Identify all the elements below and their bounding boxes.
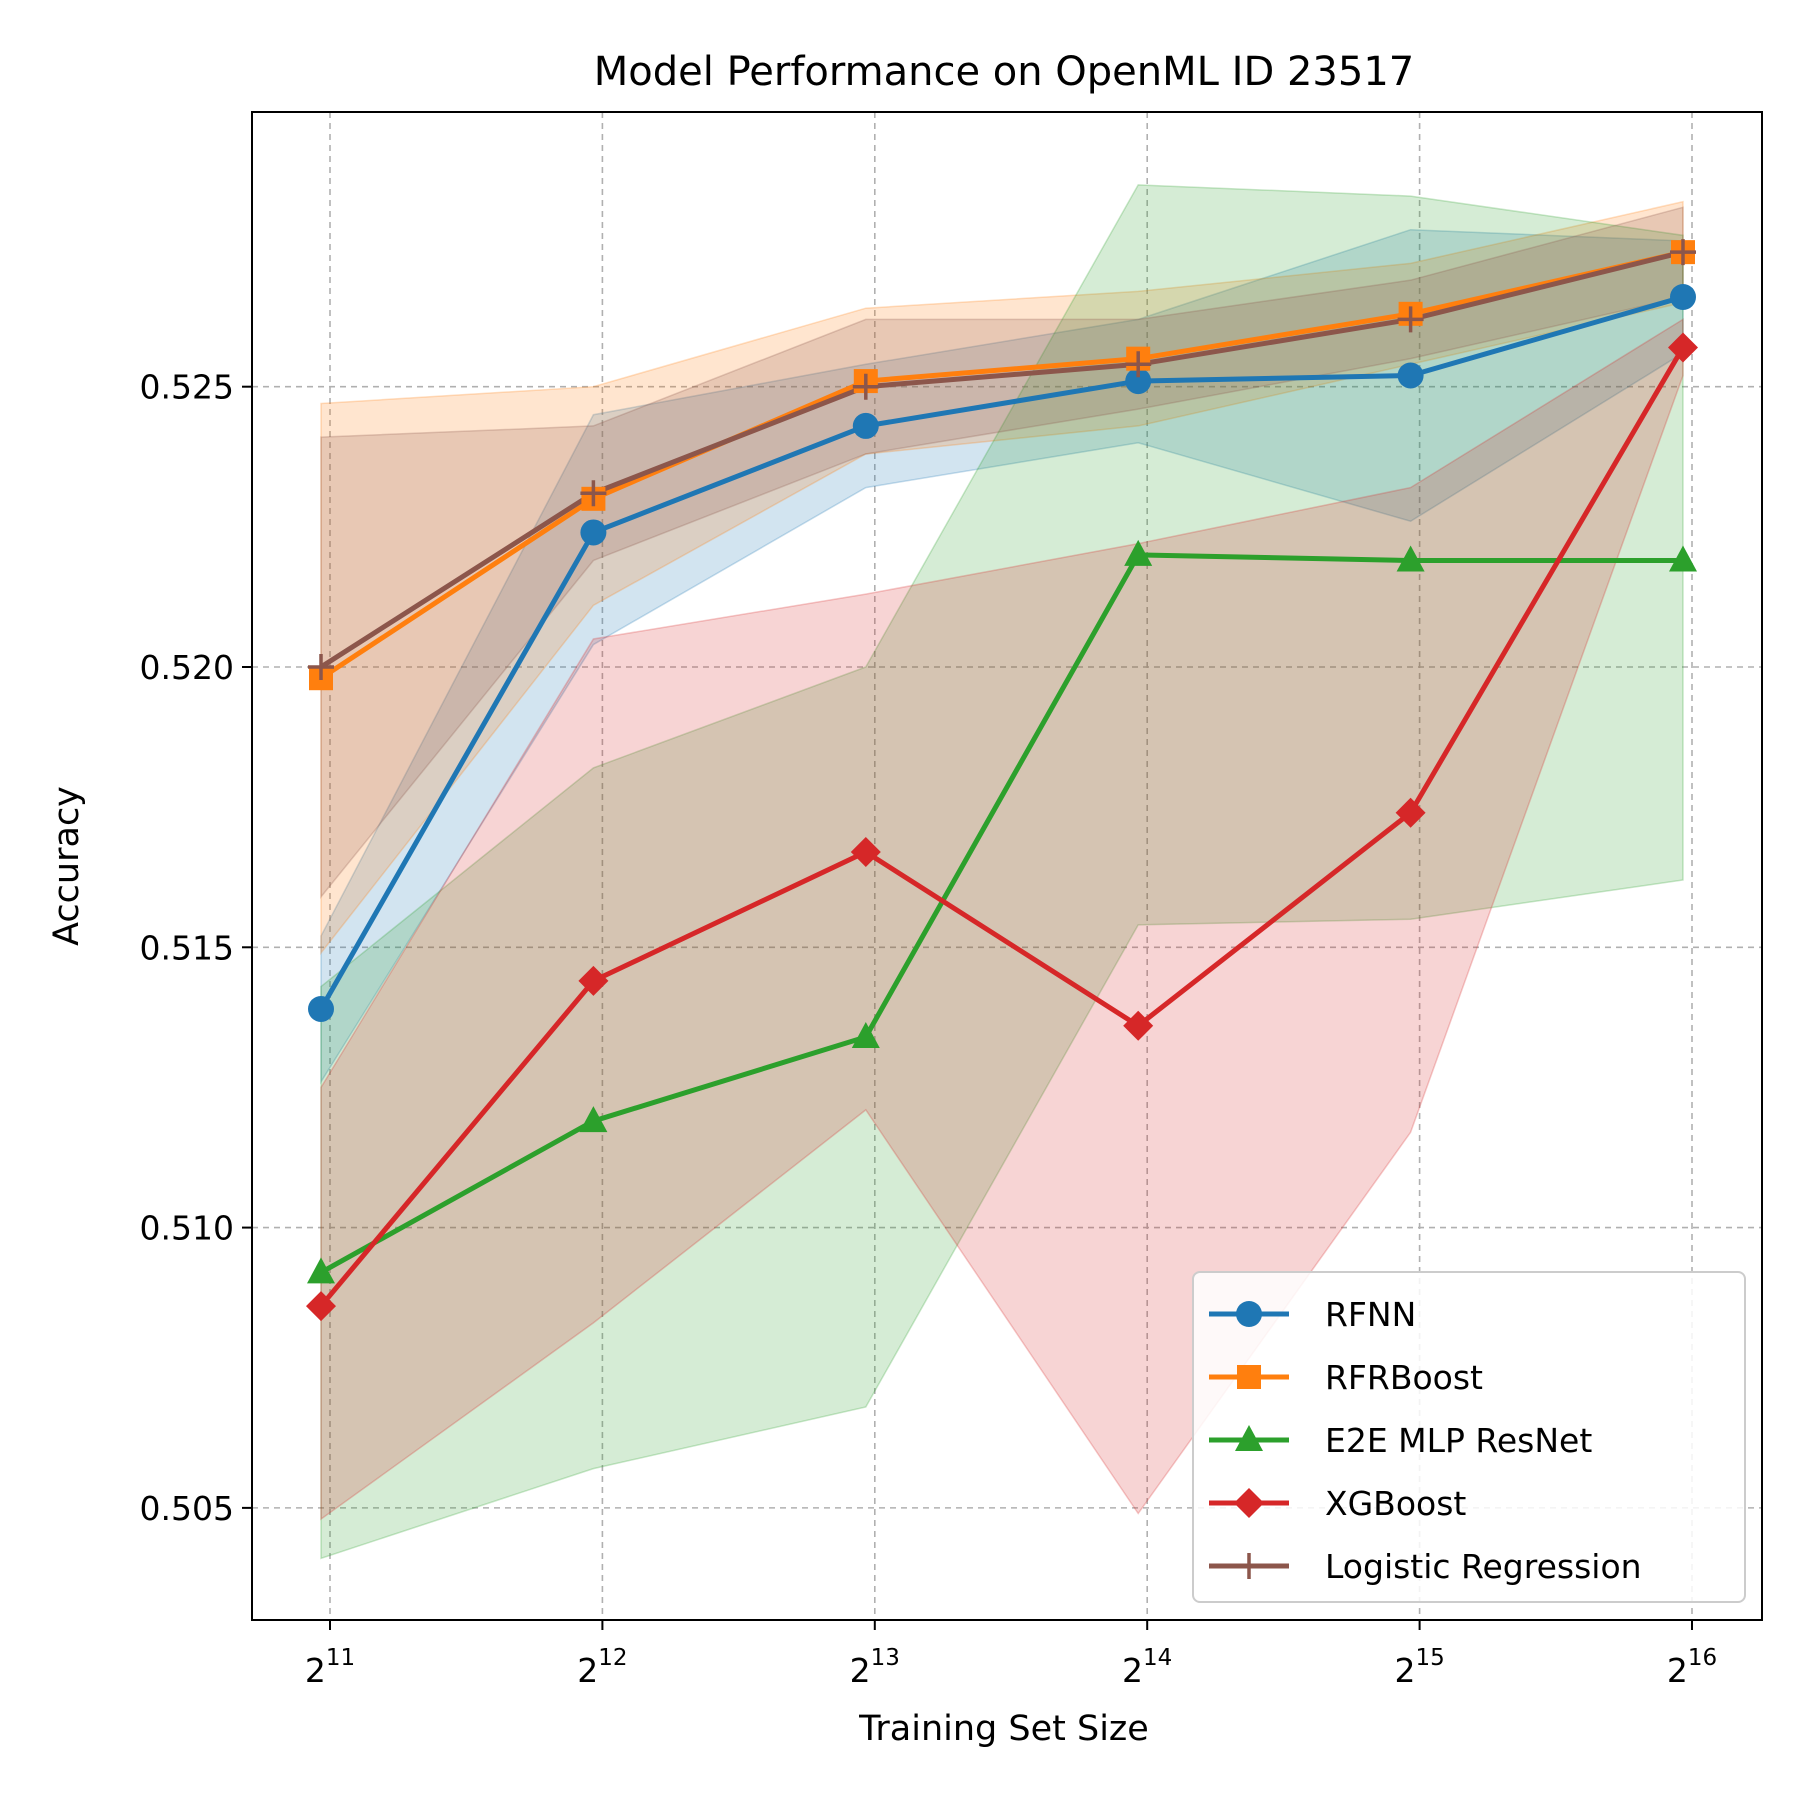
series-line [319, 346, 1686, 1308]
y-tick-label: 0.520 [140, 648, 234, 687]
legend-swatch-marker [1234, 1488, 1264, 1518]
data-point [852, 412, 879, 439]
data-point [850, 836, 881, 867]
legend-swatch-marker [1237, 1365, 1261, 1389]
legend-label: RFRBoost [1325, 1358, 1483, 1397]
legend-label: Logistic Regression [1325, 1547, 1642, 1586]
data-point [579, 1106, 608, 1133]
y-tick-label: 0.515 [140, 928, 234, 967]
legend-swatch-marker [1236, 1553, 1262, 1579]
data-point [1125, 351, 1152, 378]
data-point [1397, 306, 1424, 333]
y-tick-label: 0.505 [140, 1489, 234, 1528]
series-markers [306, 239, 1698, 1322]
x-tick-label: 216 [1667, 1645, 1717, 1690]
confidence-band [320, 318, 1684, 1521]
data-point [580, 519, 607, 546]
data-point [1395, 797, 1426, 828]
data-point [306, 1291, 336, 1322]
data-point [308, 653, 334, 680]
legend: RFNN RFRBoost E2E MLP ResNet XGBoost Logisti… [1192, 1271, 1746, 1603]
series-line [319, 249, 1684, 681]
data-point [852, 373, 879, 400]
x-axis-label: Training Set Size [858, 1709, 1149, 1749]
data-point [1124, 539, 1153, 566]
data-point [1396, 545, 1425, 572]
data-point [1669, 545, 1697, 572]
series-line [319, 552, 1683, 1275]
data-point [578, 965, 609, 996]
x-tick-label: 211 [305, 1645, 355, 1690]
legend-entry: RFNN [1209, 1295, 1416, 1334]
data-point [851, 1021, 880, 1048]
x-tick-label: 212 [577, 1645, 627, 1690]
legend-swatch-marker [1236, 1301, 1262, 1327]
x-tick-label: 213 [850, 1645, 900, 1690]
data-point [308, 995, 334, 1022]
legend-entry: XGBoost [1209, 1484, 1466, 1523]
plot-frame [251, 111, 1763, 1621]
data-point [1125, 368, 1152, 395]
x-tick-label: 214 [1122, 1645, 1172, 1690]
legend-swatch-marker [1235, 1425, 1263, 1451]
data-point [1123, 1010, 1154, 1041]
y-tick-label: 0.525 [140, 368, 234, 407]
data-point [307, 1257, 335, 1284]
legend-entry: Logistic Regression [1209, 1547, 1642, 1586]
data-point [580, 480, 607, 507]
legend-entry: RFRBoost [1209, 1358, 1483, 1397]
confidence-bands [320, 184, 1684, 1560]
legend-box [1192, 1271, 1746, 1603]
data-point [1670, 239, 1696, 266]
series-line [318, 294, 1684, 1011]
x-tick-label: 215 [1394, 1645, 1444, 1690]
y-tick-label: 0.510 [140, 1209, 234, 1248]
legend-label: XGBoost [1325, 1484, 1466, 1523]
data-point [1668, 332, 1698, 363]
series-lines [318, 249, 1686, 1308]
chart-title: Model Performance on OpenML ID 23517 [594, 49, 1414, 95]
data-point [1397, 362, 1424, 389]
x-axis-ticks: 211 212 213 214 215 216 [305, 1620, 1717, 1690]
series-line [319, 249, 1684, 670]
legend-label: E2E MLP ResNet [1325, 1421, 1592, 1460]
confidence-band [320, 184, 1684, 1560]
y-axis-ticks: 0.505 0.510 0.515 0.520 0.525 [140, 368, 252, 1528]
legend-entry: E2E MLP ResNet [1209, 1421, 1592, 1460]
y-axis-label: Accuracy [47, 786, 87, 946]
data-point [1670, 283, 1696, 310]
legend-label: RFNN [1325, 1295, 1416, 1334]
